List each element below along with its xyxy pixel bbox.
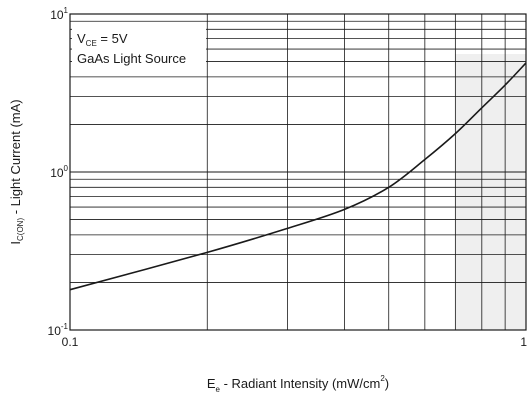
series-layer [69,62,527,291]
annotation-vce: VCE = 5V [77,31,128,48]
shade-band [455,54,526,330]
background-shading [455,54,526,330]
y-tick-labels: 10-1 100 101 [48,6,69,338]
annotation-box: VCE = 5V GaAs Light Source [72,27,206,67]
grid-lines [70,14,526,330]
plot-frame [69,13,527,331]
y-tick-label-10: 101 [50,6,68,22]
y-tick-label-1: 100 [50,164,68,180]
light-current-curve [69,62,527,291]
x-tick-labels: 0.1 1 [62,335,528,349]
annotation-light-source: GaAs Light Source [77,51,186,66]
x-tick-label-0.1: 0.1 [62,335,79,349]
y-axis-label: IC(ON) - Light Current (mA) [8,99,25,244]
x-axis-label: Ee - Radiant Intensity (mW/cm2) [207,374,389,394]
y-tick-label-0.1: 10-1 [48,322,69,338]
x-tick-label-1: 1 [520,335,527,349]
